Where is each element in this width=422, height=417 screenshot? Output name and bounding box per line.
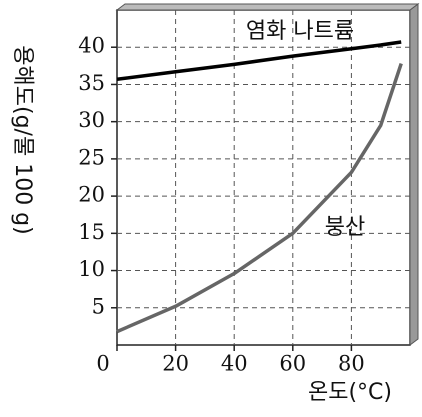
frame-side	[409, 3, 419, 346]
y-tick-label: 20	[78, 183, 105, 207]
series-line	[116, 63, 403, 334]
y-tick-label: 5	[92, 294, 105, 318]
y-tick-label: 10	[78, 257, 105, 281]
y-tick-label: 25	[78, 145, 105, 169]
y-tick-label: 35	[78, 71, 105, 95]
y-tick-label: 15	[78, 220, 105, 244]
series-line	[116, 40, 402, 81]
x-tick-label: 60	[279, 352, 306, 376]
frame-top	[115, 3, 420, 11]
x-tick-label: 80	[338, 352, 365, 376]
y-tick-label: 40	[78, 34, 105, 58]
x-axis-label: 온도(°C)	[308, 380, 392, 405]
x-tick-label: 0	[96, 352, 109, 376]
y-tick-label: 30	[78, 108, 105, 132]
y-axis-label: 용해도(g/물 100 g)	[10, 45, 35, 234]
x-tick-label: 40	[221, 352, 248, 376]
series-label: 염화 나트륨	[246, 19, 354, 44]
series-label: 붕산	[325, 215, 365, 240]
x-tick-label: 20	[162, 352, 189, 376]
